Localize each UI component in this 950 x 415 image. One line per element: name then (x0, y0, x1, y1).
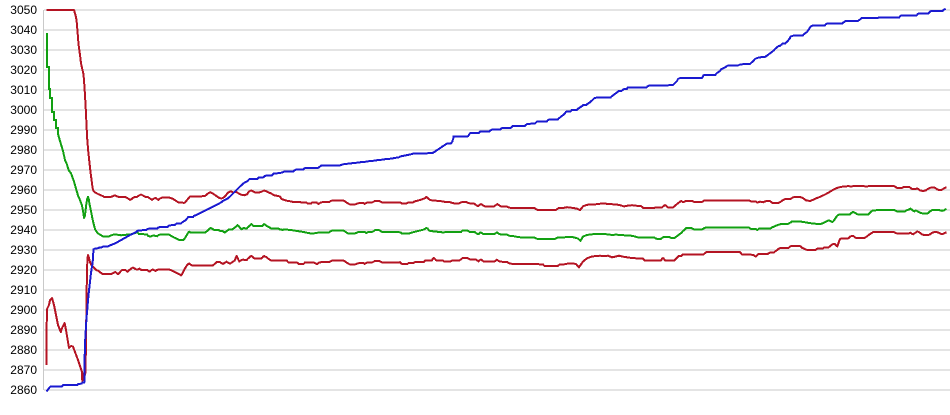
svg-text:2860: 2860 (10, 383, 37, 397)
svg-text:2940: 2940 (10, 223, 37, 237)
svg-text:2910: 2910 (10, 283, 37, 297)
svg-text:3010: 3010 (10, 83, 37, 97)
svg-text:2880: 2880 (10, 343, 37, 357)
svg-text:2970: 2970 (10, 163, 37, 177)
svg-text:3030: 3030 (10, 43, 37, 57)
svg-text:2890: 2890 (10, 323, 37, 337)
svg-text:2990: 2990 (10, 123, 37, 137)
svg-text:2950: 2950 (10, 203, 37, 217)
svg-text:2930: 2930 (10, 243, 37, 257)
svg-text:2960: 2960 (10, 183, 37, 197)
svg-text:2980: 2980 (10, 143, 37, 157)
svg-text:3020: 3020 (10, 63, 37, 77)
svg-text:2870: 2870 (10, 363, 37, 377)
svg-text:2900: 2900 (10, 303, 37, 317)
svg-text:3000: 3000 (10, 103, 37, 117)
svg-text:3050: 3050 (10, 3, 37, 17)
svg-text:3040: 3040 (10, 23, 37, 37)
svg-text:2920: 2920 (10, 263, 37, 277)
